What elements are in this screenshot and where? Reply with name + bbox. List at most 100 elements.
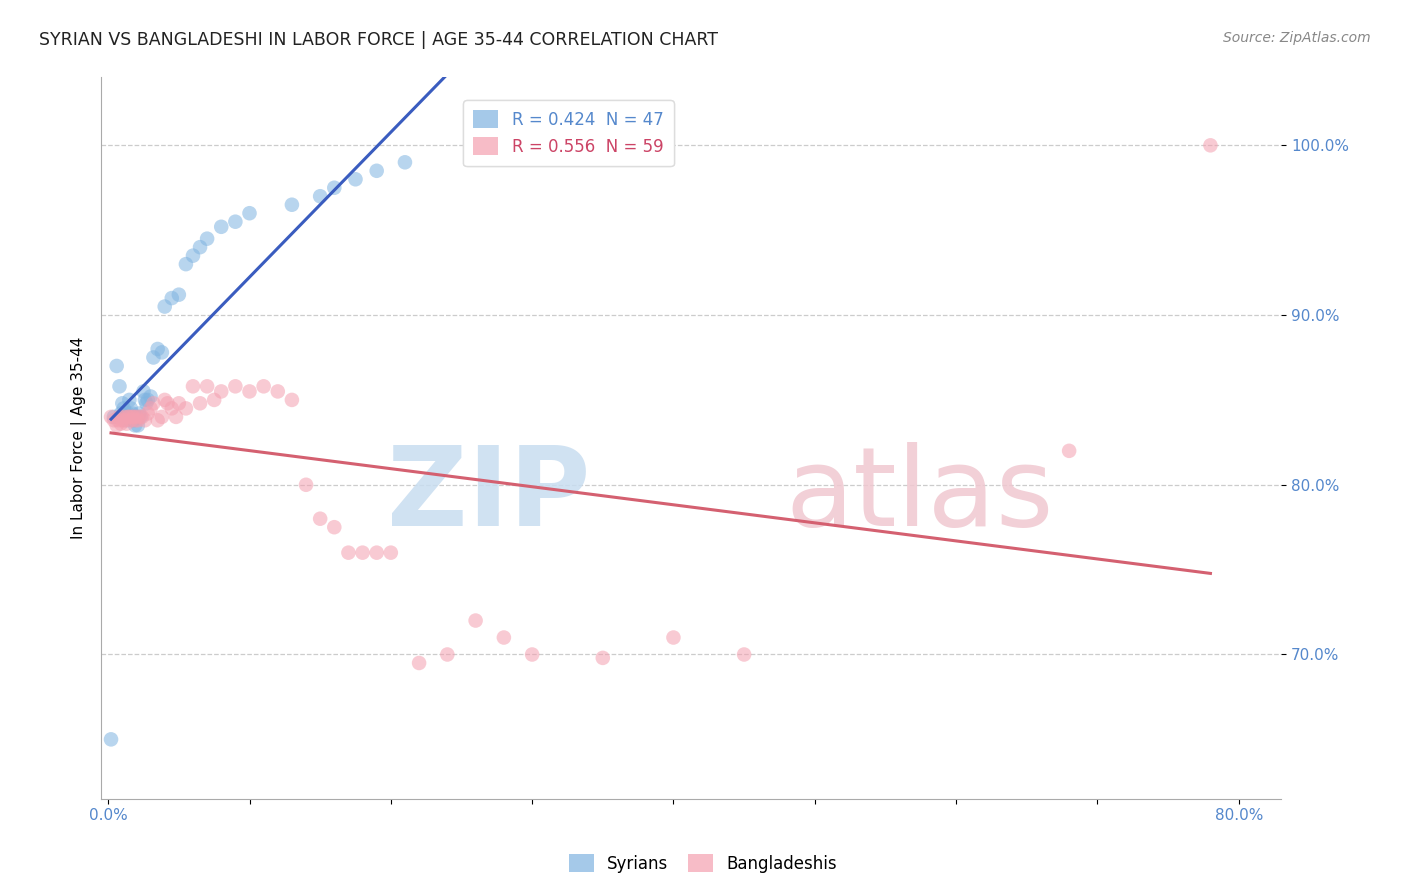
Point (121, 409, 143, 424)
Point (492, 631, 515, 645)
Point (394, 155, 416, 169)
Point (153, 300, 176, 314)
Point (118, 392, 141, 407)
Point (174, 401, 197, 416)
Point (160, 291, 183, 305)
Point (100, 732, 122, 747)
Point (202, 392, 225, 407)
Point (111, 413, 134, 427)
Point (111, 396, 134, 410)
Point (114, 409, 136, 424)
Point (120, 413, 142, 427)
Legend: Syrians, Bangladeshis: Syrians, Bangladeshis (562, 847, 844, 880)
Point (103, 413, 125, 427)
Point (366, 546, 388, 560)
Point (132, 384, 155, 399)
Point (139, 390, 162, 404)
Point (165, 409, 187, 424)
Point (115, 413, 138, 427)
Point (127, 418, 149, 433)
Text: Source: ZipAtlas.com: Source: ZipAtlas.com (1223, 31, 1371, 45)
Point (112, 409, 135, 424)
Point (115, 417, 138, 431)
Point (238, 384, 260, 399)
Point (128, 409, 150, 424)
Point (195, 232, 218, 246)
Point (124, 413, 146, 427)
Point (366, 163, 388, 178)
Point (156, 396, 179, 410)
Point (436, 648, 458, 662)
Text: SYRIAN VS BANGLADESHI IN LABOR FORCE | AGE 35-44 CORRELATION CHART: SYRIAN VS BANGLADESHI IN LABOR FORCE | A… (39, 31, 718, 49)
Point (111, 409, 134, 424)
Point (105, 359, 128, 373)
Point (253, 379, 276, 393)
Point (121, 407, 143, 421)
Point (142, 351, 165, 365)
Point (108, 409, 131, 424)
Point (380, 546, 402, 560)
Point (118, 409, 141, 424)
Point (150, 345, 173, 359)
Point (103, 409, 125, 424)
Point (408, 656, 430, 670)
Point (129, 409, 152, 424)
Point (128, 407, 150, 421)
Point (125, 409, 148, 424)
Point (136, 392, 159, 407)
Point (127, 413, 149, 427)
Point (323, 520, 346, 534)
Point (118, 409, 141, 424)
Point (337, 546, 360, 560)
Legend: R = 0.424  N = 47, R = 0.556  N = 59: R = 0.424 N = 47, R = 0.556 N = 59 (464, 100, 673, 166)
Point (107, 413, 129, 427)
Point (195, 379, 218, 393)
Point (344, 172, 367, 186)
Point (100, 409, 122, 424)
Point (122, 409, 145, 424)
Point (114, 413, 136, 427)
Text: atlas: atlas (786, 442, 1054, 549)
Point (592, 651, 614, 665)
Point (125, 409, 148, 424)
Point (224, 215, 246, 229)
Point (146, 413, 169, 427)
Point (464, 614, 486, 628)
Point (238, 206, 260, 220)
Point (520, 648, 543, 662)
Point (160, 401, 183, 416)
Point (108, 379, 131, 393)
Point (139, 401, 162, 416)
Point (112, 401, 135, 416)
Point (733, 648, 755, 662)
Point (122, 413, 145, 427)
Point (124, 418, 146, 433)
Text: ZIP: ZIP (388, 442, 591, 549)
Point (167, 287, 190, 301)
Point (188, 240, 211, 254)
Point (150, 409, 173, 424)
Point (136, 407, 159, 421)
Point (224, 379, 246, 393)
Point (295, 477, 318, 491)
Point (134, 392, 156, 407)
Point (110, 407, 132, 421)
Point (209, 219, 232, 234)
Point (309, 189, 332, 203)
Point (209, 384, 232, 399)
Point (181, 379, 204, 393)
Point (121, 409, 143, 424)
Point (267, 384, 290, 399)
Point (478, 138, 501, 153)
Point (188, 396, 211, 410)
Point (174, 257, 197, 271)
Point (309, 512, 332, 526)
Point (134, 413, 156, 427)
Point (105, 418, 128, 433)
Point (281, 198, 304, 212)
Point (135, 396, 157, 410)
Point (153, 392, 176, 407)
Point (167, 396, 190, 410)
Y-axis label: In Labor Force | Age 35-44: In Labor Force | Age 35-44 (72, 337, 87, 540)
Point (1199, 138, 1222, 153)
